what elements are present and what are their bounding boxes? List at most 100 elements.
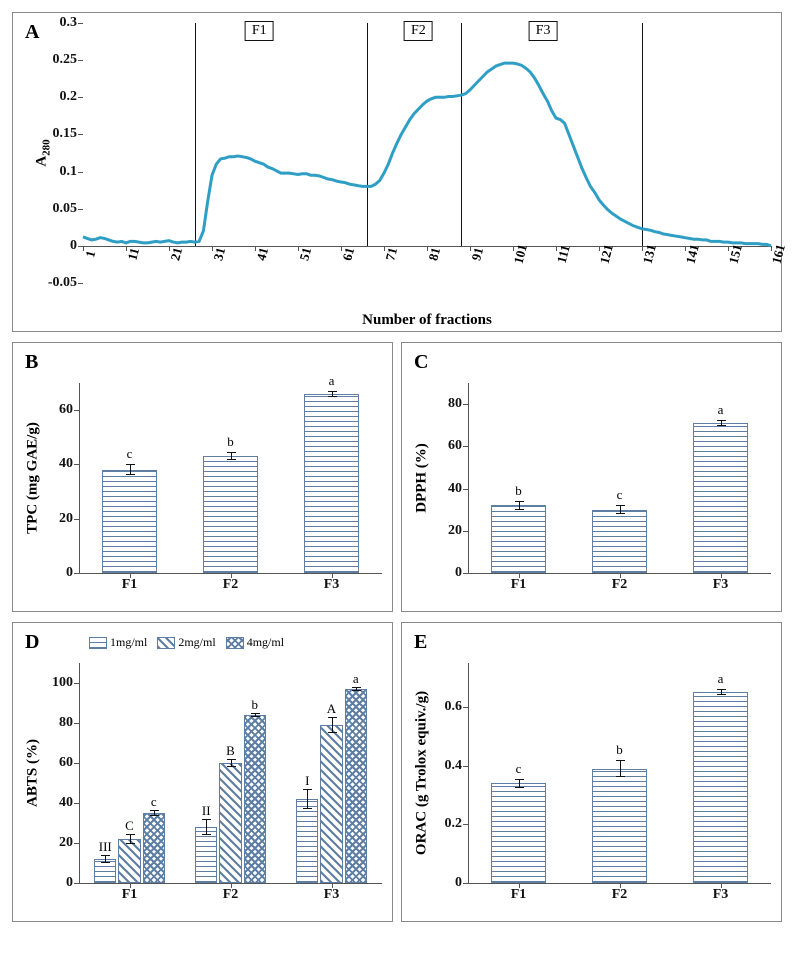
panel-c-label: C bbox=[414, 351, 428, 374]
ytick-label: 0.4 bbox=[445, 758, 463, 774]
bar-f3 bbox=[693, 692, 749, 883]
sig-label: b bbox=[616, 742, 623, 758]
bar-f2-s2 bbox=[244, 715, 266, 883]
ytick-label: 0 bbox=[455, 565, 462, 581]
ytick-label: 0 bbox=[455, 875, 462, 891]
bar-f2 bbox=[592, 769, 648, 883]
xtick-label: F1 bbox=[511, 577, 527, 593]
panel-e-label: E bbox=[414, 631, 427, 654]
bar-f3-s2 bbox=[345, 689, 367, 883]
pC-plot: 020406080DPPH (%)bF1cF2aF3 bbox=[468, 383, 771, 573]
bar-f1 bbox=[491, 783, 547, 883]
xtick-label: F3 bbox=[713, 577, 729, 593]
ytick-label: 100 bbox=[52, 675, 73, 691]
xtick-label: F3 bbox=[324, 887, 340, 903]
ytick-label: 0 bbox=[70, 238, 77, 254]
sig-label: c bbox=[127, 446, 133, 462]
bar-f2-s1 bbox=[219, 763, 241, 883]
ytick-label: 0 bbox=[66, 565, 73, 581]
pB-ylabel: TPC (mg GAE/g) bbox=[25, 422, 42, 534]
ytick-label: 60 bbox=[59, 402, 73, 418]
sig-label: c bbox=[617, 487, 623, 503]
sig-label: A bbox=[327, 701, 336, 717]
xtick-label: F2 bbox=[223, 577, 239, 593]
xtick-label: F2 bbox=[612, 577, 628, 593]
ytick-label: 80 bbox=[59, 715, 73, 731]
panel-e: E 00.20.40.6ORAC (g Trolox equiv./g)cF1b… bbox=[401, 622, 782, 922]
xtick-label: F1 bbox=[122, 577, 138, 593]
sig-label: a bbox=[718, 402, 724, 418]
sig-label: a bbox=[718, 671, 724, 687]
panel-a-plot: -0.0500.050.10.150.20.250.3A280111213141… bbox=[83, 23, 771, 283]
xtick-label: F1 bbox=[122, 887, 138, 903]
panel-a-label: A bbox=[25, 21, 39, 44]
bar-f1-s2 bbox=[143, 813, 165, 883]
panel-d-label: D bbox=[25, 631, 39, 654]
xtick-label: F2 bbox=[223, 887, 239, 903]
sig-label: c bbox=[516, 761, 522, 777]
legend-label: 4mg/ml bbox=[247, 635, 284, 649]
ytick-label: 0.25 bbox=[53, 52, 78, 68]
legend-label: 1mg/ml bbox=[110, 635, 147, 649]
ytick-label: 0.1 bbox=[60, 164, 78, 180]
pE-plot: 00.20.40.6ORAC (g Trolox equiv./g)cF1bF2… bbox=[468, 663, 771, 883]
sig-label: b bbox=[251, 697, 258, 713]
panel-a-ylabel: A280 bbox=[34, 139, 53, 166]
ytick-label: 40 bbox=[59, 456, 73, 472]
xtick-label: F3 bbox=[324, 577, 340, 593]
xtick-label: F2 bbox=[612, 887, 628, 903]
legend-label: 2mg/ml bbox=[178, 635, 215, 649]
sig-label: III bbox=[99, 839, 112, 855]
bar-f1 bbox=[102, 470, 158, 573]
sig-label: C bbox=[125, 818, 134, 834]
sig-label: c bbox=[151, 794, 157, 810]
ytick-label: 20 bbox=[59, 835, 73, 851]
pE-ylabel: ORAC (g Trolox equiv./g) bbox=[414, 691, 431, 855]
panel-a-xlabel: Number of fractions bbox=[362, 312, 492, 329]
sig-label: II bbox=[202, 803, 211, 819]
ytick-label: 0.6 bbox=[445, 699, 463, 715]
panel-b: B 0204060TPC (mg GAE/g)cF1bF2aF3 bbox=[12, 342, 393, 612]
xtick-label: F3 bbox=[713, 887, 729, 903]
ytick-label: 0.05 bbox=[53, 201, 78, 217]
panel-a: A -0.0500.050.10.150.20.250.3A2801112131… bbox=[12, 12, 782, 332]
sig-label: b bbox=[515, 483, 522, 499]
sig-label: B bbox=[226, 743, 235, 759]
bar-f2-s0 bbox=[195, 827, 217, 883]
ytick-label: 0.3 bbox=[60, 15, 78, 31]
xtick-label: 161 bbox=[768, 242, 789, 265]
ytick-label: -0.05 bbox=[48, 275, 77, 291]
legend: 1mg/ml 2mg/ml 4mg/ml bbox=[89, 635, 294, 650]
panel-b-label: B bbox=[25, 351, 38, 374]
bar-f3 bbox=[693, 423, 749, 573]
panel-d: D 0 20 40 60 80 100 ABTS (%) 1mg/ml 2mg/ml 4mg/ml… bbox=[12, 622, 393, 922]
bar-f1 bbox=[491, 505, 547, 573]
ytick-label: 0.15 bbox=[53, 126, 78, 142]
ytick-label: 60 bbox=[59, 755, 73, 771]
ytick-label: 0 bbox=[66, 875, 73, 891]
sig-label: b bbox=[227, 434, 234, 450]
pB-plot: 0204060TPC (mg GAE/g)cF1bF2aF3 bbox=[79, 383, 382, 573]
pD-ylabel: ABTS (%) bbox=[25, 739, 42, 807]
ytick-label: 0.2 bbox=[445, 816, 463, 832]
ytick-label: 20 bbox=[59, 511, 73, 527]
bar-f2 bbox=[592, 510, 648, 573]
ytick-label: 40 bbox=[59, 795, 73, 811]
bar-f3-s1 bbox=[320, 725, 342, 883]
xtick-label: F1 bbox=[511, 887, 527, 903]
bar-f3 bbox=[304, 394, 360, 573]
bar-f1-s1 bbox=[118, 839, 140, 883]
panel-c: C 020406080DPPH (%)bF1cF2aF3 bbox=[401, 342, 782, 612]
panel-a-line bbox=[83, 23, 771, 283]
ytick-label: 60 bbox=[448, 438, 462, 454]
sig-label: I bbox=[305, 773, 309, 789]
ytick-label: 20 bbox=[448, 523, 462, 539]
ytick-label: 80 bbox=[448, 396, 462, 412]
ytick-label: 40 bbox=[448, 481, 462, 497]
sig-label: a bbox=[353, 671, 359, 687]
ytick-label: 0.2 bbox=[60, 89, 78, 105]
pC-ylabel: DPPH (%) bbox=[414, 443, 431, 513]
bar-f2 bbox=[203, 456, 259, 573]
bar-f3-s0 bbox=[296, 799, 318, 883]
pD-plot: 020406080100ABTS (%)1mg/ml2mg/ml4mg/mlII… bbox=[79, 663, 382, 883]
